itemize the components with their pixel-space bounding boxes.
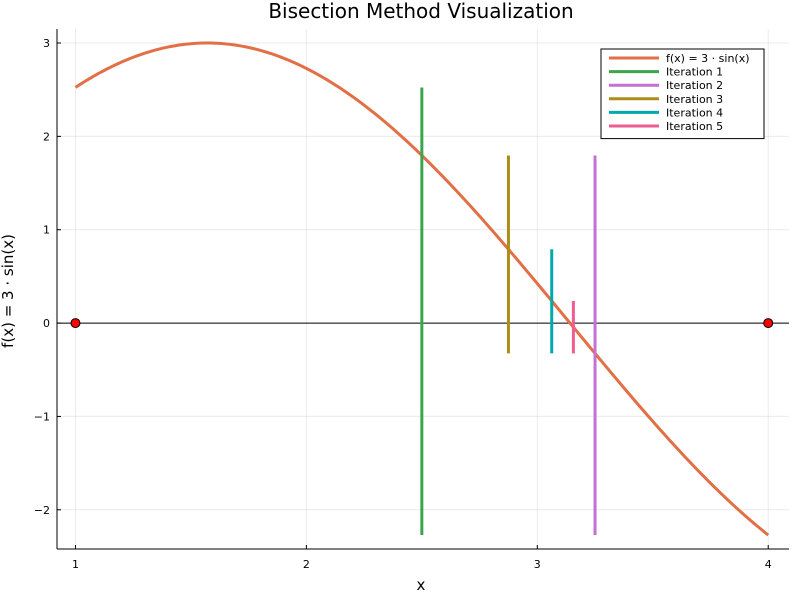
x-ticks: 1 2 3 4 — [72, 545, 772, 571]
y-ticks: −2 −1 0 1 2 3 — [34, 37, 61, 517]
y-tick-label: 3 — [43, 37, 50, 50]
y-tick-label: −2 — [34, 504, 50, 517]
legend-label: Iteration 2 — [666, 79, 723, 92]
endpoint-marker-1 — [70, 318, 81, 329]
x-tick-label: 3 — [534, 558, 541, 571]
x-axis-label: x — [417, 576, 426, 594]
iteration-lines — [420, 87, 597, 535]
x-tick-label: 2 — [303, 558, 310, 571]
legend-label: Iteration 4 — [666, 106, 723, 119]
y-tick-label: 2 — [43, 130, 50, 143]
legend-label: f(x) = 3 · sin(x) — [666, 52, 750, 65]
x-tick-label: 4 — [765, 558, 772, 571]
legend-label: Iteration 1 — [666, 66, 723, 79]
y-tick-label: 1 — [43, 224, 50, 237]
axes — [56, 29, 789, 550]
endpoint-marker-2 — [763, 318, 774, 329]
endpoint-markers — [70, 318, 774, 329]
y-tick-label: 0 — [43, 317, 50, 330]
legend-box — [600, 48, 765, 140]
chart-title: Bisection Method Visualization — [268, 0, 573, 23]
x-tick-label: 1 — [72, 558, 79, 571]
legend-label: Iteration 5 — [666, 120, 723, 133]
y-tick-label: −1 — [34, 410, 50, 423]
y-axis-label: f(x) = 3 · sin(x) — [0, 234, 17, 348]
legend-label: Iteration 3 — [666, 93, 723, 106]
